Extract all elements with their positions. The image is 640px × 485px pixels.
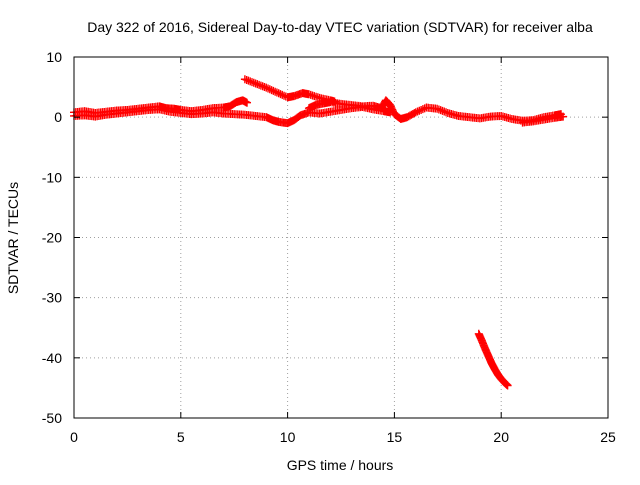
series-negative-branch <box>474 329 512 390</box>
x-tick-label: 5 <box>177 429 185 445</box>
data-point <box>417 105 426 114</box>
x-tick-label: 25 <box>600 429 616 445</box>
data-point <box>413 107 422 116</box>
data-point <box>503 381 512 390</box>
x-tick-label: 10 <box>280 429 296 445</box>
y-tick-label: -40 <box>42 350 62 366</box>
data-point <box>258 82 267 91</box>
data-point <box>267 86 276 95</box>
data-point <box>262 83 271 92</box>
data-point <box>438 106 447 115</box>
data-point <box>559 112 568 121</box>
data-point <box>255 80 264 89</box>
data-point <box>248 78 256 87</box>
data-point <box>272 88 281 97</box>
data-point <box>434 105 443 114</box>
data-point <box>242 75 251 84</box>
y-tick-label: -20 <box>42 230 62 246</box>
axis-ticks: 0 5 10 15 20 25 -50 -40 -30 -20 -10 0 10 <box>42 49 616 445</box>
x-axis-label: GPS time / hours <box>287 457 394 473</box>
x-tick-label: 15 <box>387 429 403 445</box>
data-point <box>440 107 449 116</box>
data-point <box>276 90 285 99</box>
data-point <box>418 105 427 114</box>
data-point <box>244 76 253 85</box>
data-point <box>278 90 287 99</box>
data-point <box>251 79 260 88</box>
data-point <box>243 98 252 107</box>
data-point <box>436 106 445 115</box>
data-point <box>415 106 424 115</box>
x-tick-label: 20 <box>493 429 509 445</box>
y-tick-label: 0 <box>54 109 62 125</box>
data-point <box>269 86 278 95</box>
y-tick-label: -30 <box>42 290 62 306</box>
data-point <box>274 89 283 98</box>
plot-frame <box>73 56 609 419</box>
data-point <box>280 91 289 100</box>
data-point <box>265 85 274 94</box>
data-point <box>249 78 258 87</box>
series-late-band <box>518 112 568 127</box>
chart-title: Day 322 of 2016, Sidereal Day-to-day VTE… <box>87 19 593 35</box>
y-tick-label: -50 <box>42 410 62 426</box>
data-point <box>260 82 269 91</box>
data-point <box>433 104 442 113</box>
y-axis-label: SDTVAR / TECUs <box>5 182 21 294</box>
data-point <box>253 80 262 89</box>
y-tick-label: -10 <box>42 169 62 185</box>
data-point <box>271 87 280 96</box>
data-point <box>442 108 451 117</box>
y-tick-label: 10 <box>46 49 62 65</box>
data-point <box>256 81 265 90</box>
data-point <box>411 108 420 117</box>
x-tick-label: 0 <box>70 429 78 445</box>
data-point <box>246 77 255 86</box>
data-points <box>70 75 568 390</box>
data-point <box>240 75 249 84</box>
data-point <box>264 84 273 93</box>
